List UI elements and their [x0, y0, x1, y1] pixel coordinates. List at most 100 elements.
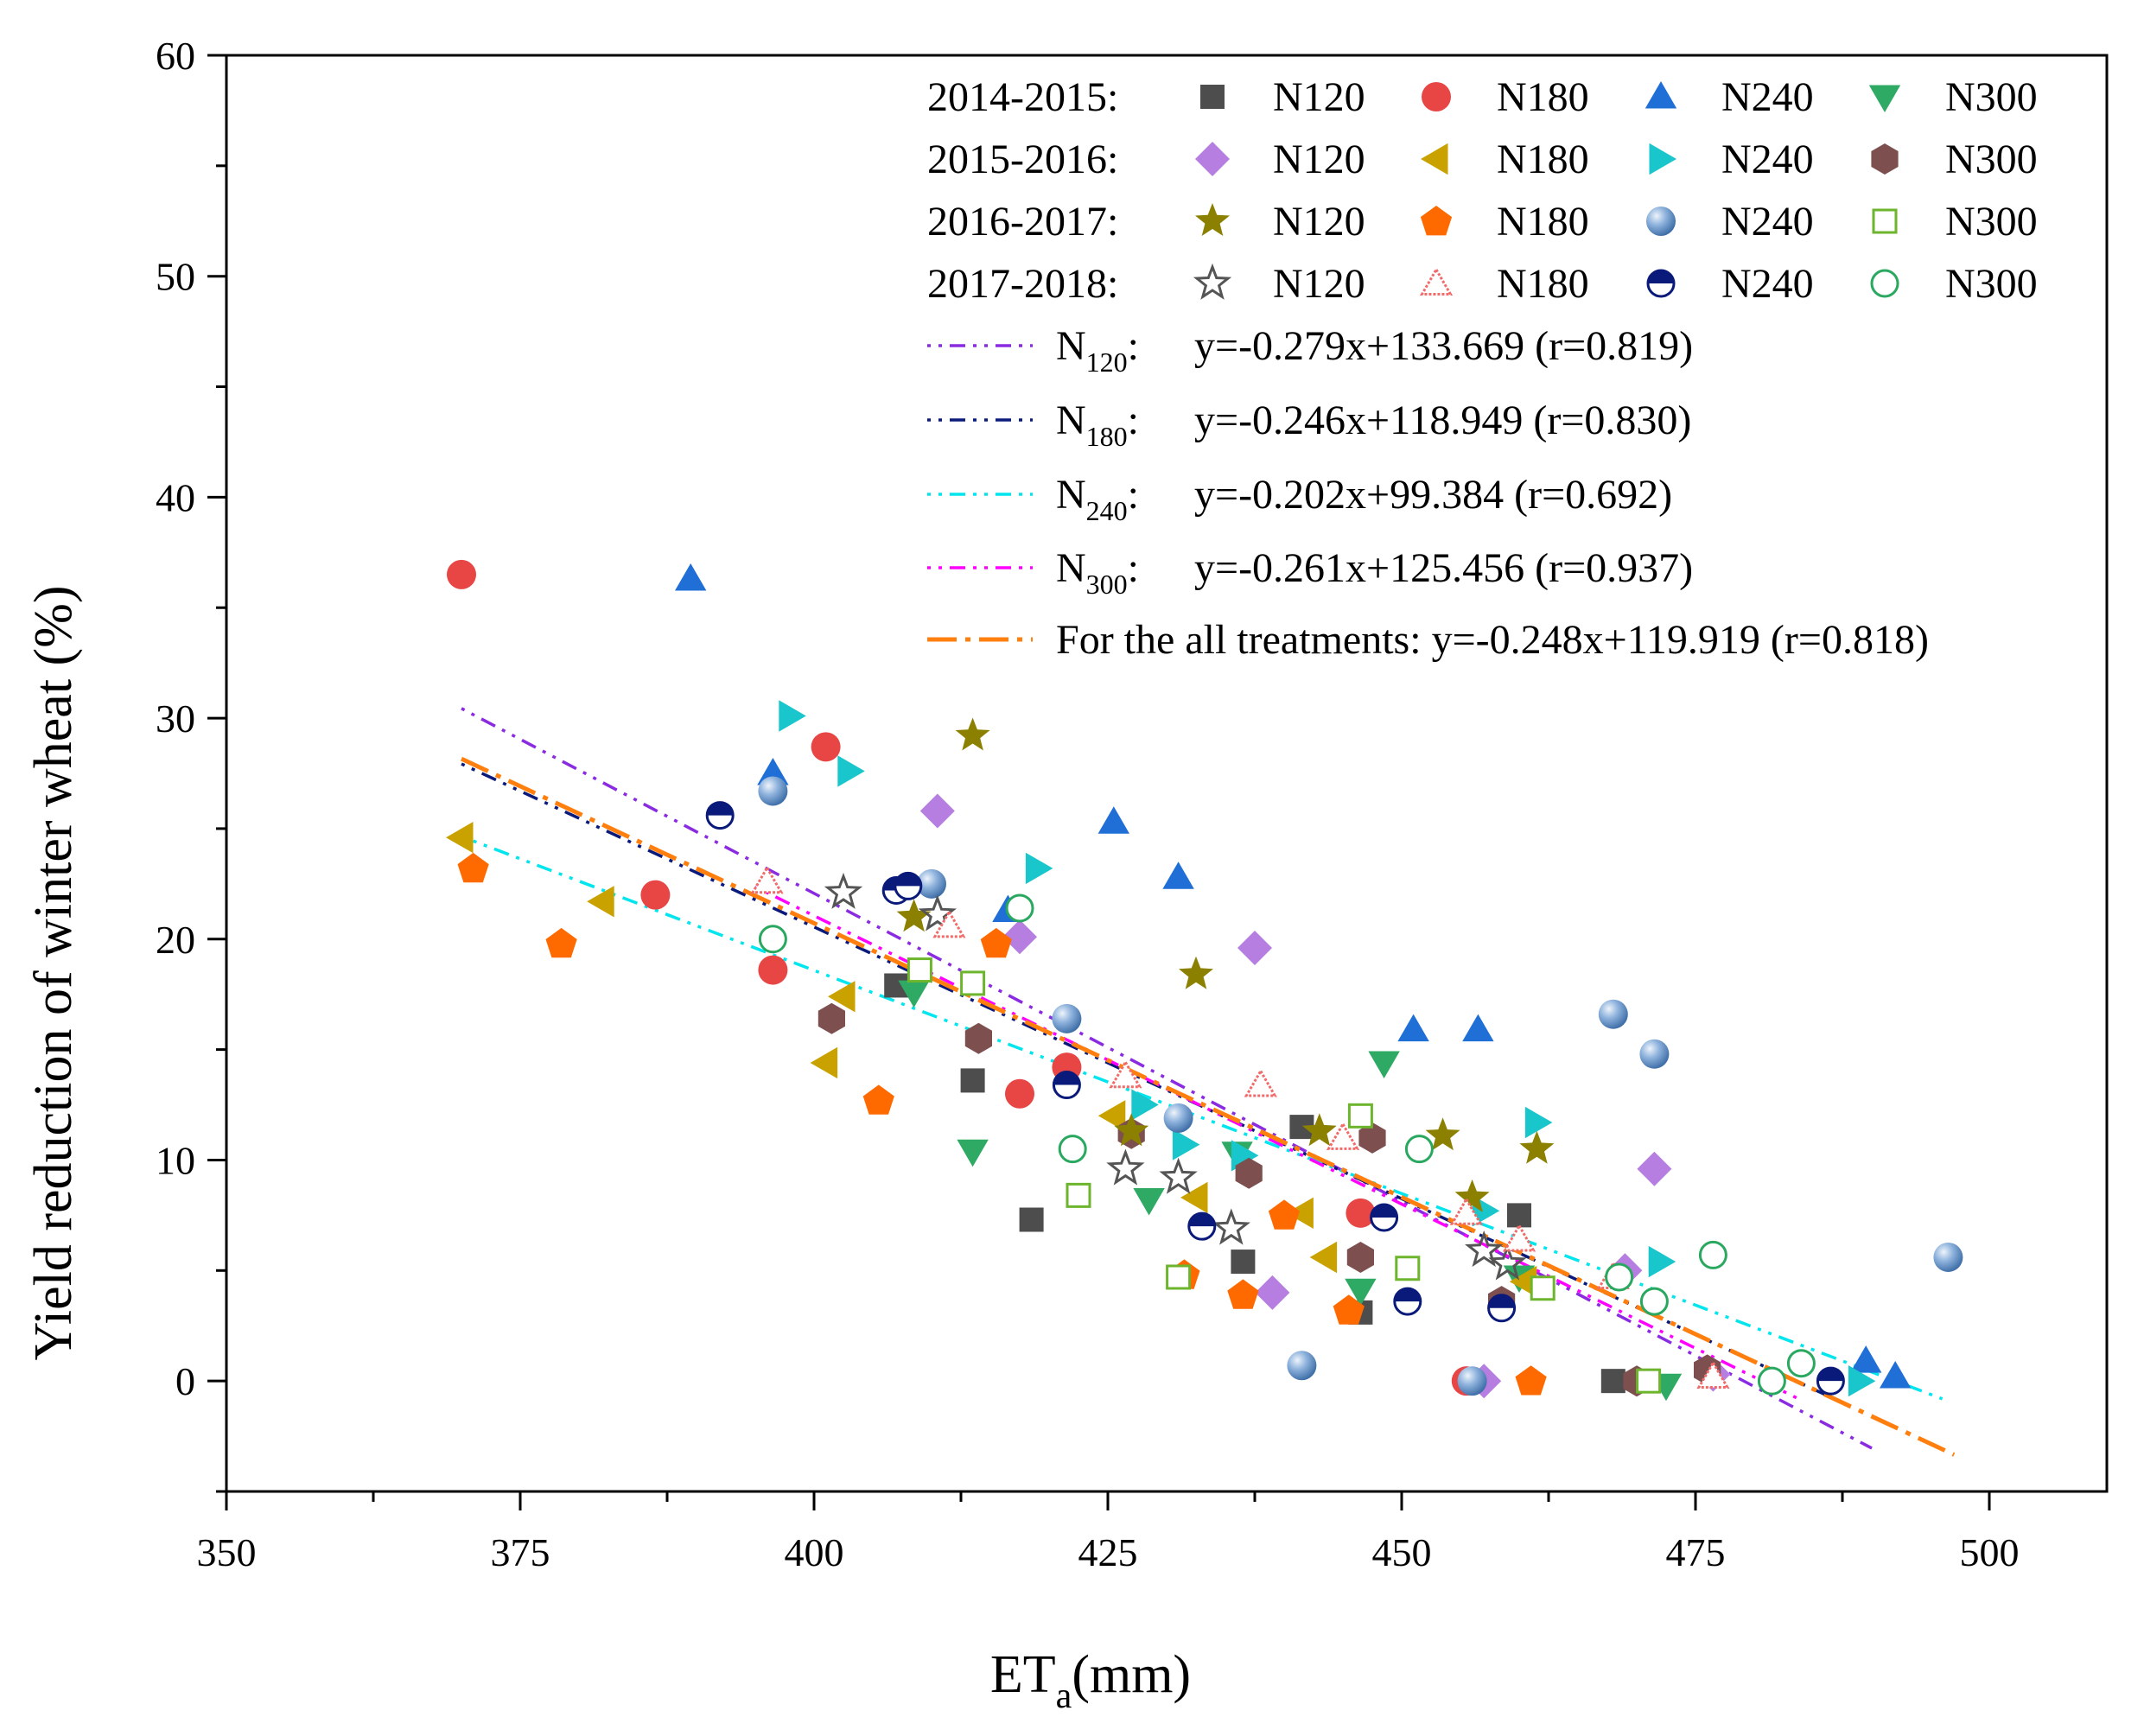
x-tick-label: 450 [1372, 1530, 1432, 1574]
point-s1718_300 [1005, 893, 1034, 923]
legend-marker-s1718_240 [1646, 269, 1676, 298]
point-s1415_180 [811, 732, 841, 762]
x-axis-title-main: ET [990, 1645, 1056, 1704]
point-s1718_240 [894, 871, 923, 900]
data-points [446, 559, 1963, 1402]
point-s1516_120 [1637, 1151, 1672, 1186]
point-s1617_300 [960, 970, 986, 996]
point-s1718_180 [932, 909, 966, 938]
legend-fit-colon: : [1128, 545, 1139, 591]
legend-fit-label-sub: 180 [1086, 421, 1128, 452]
point-s1516_120 [1237, 931, 1272, 965]
point-s1718_120 [1488, 1243, 1527, 1281]
legend-label-s1718_300: N300 [1945, 261, 2038, 307]
point-s1516_240 [1848, 1365, 1876, 1397]
x-tick-label: 375 [491, 1530, 550, 1574]
point-s1718_120 [1106, 1148, 1145, 1186]
point-s1516_180 [1097, 1100, 1126, 1132]
point-s1415_240 [1880, 1361, 1912, 1389]
point-s1617_120 [955, 717, 990, 751]
legend-marker-s1718_180 [1419, 267, 1454, 296]
point-s1516_300 [1235, 1157, 1263, 1189]
point-s1718_120 [918, 894, 957, 932]
point-s1617_180 [545, 927, 577, 958]
point-s1516_180 [1509, 1265, 1537, 1298]
fit-line-fit300 [754, 885, 1803, 1402]
point-s1718_240 [705, 801, 735, 830]
point-s1516_240 [1231, 1140, 1259, 1172]
point-s1617_180 [1227, 1279, 1259, 1309]
point-s1617_180 [457, 852, 489, 883]
point-s1415_300 [957, 1139, 989, 1167]
y-tick-label: 30 [156, 696, 195, 741]
legend-fit-equation-fit300: y=-0.261x+125.456 (r=0.937) [1194, 545, 1693, 591]
legend-fit-label-fit180: N180: [1056, 397, 1139, 452]
point-s1617_300 [1636, 1368, 1662, 1394]
point-s1718_120 [824, 872, 863, 909]
point-s1516_300 [964, 1022, 992, 1054]
legend-label-s1516_240: N240 [1721, 137, 1814, 182]
y-tick-label: 60 [156, 34, 195, 78]
legend-marker-s1617_300 [1872, 208, 1898, 234]
point-s1516_180 [587, 886, 614, 918]
legend-label-s1516_120: N120 [1273, 137, 1365, 182]
x-axis-title-sub: a [1056, 1676, 1072, 1716]
point-s1718_180 [1502, 1223, 1536, 1252]
point-s1617_240 [1598, 999, 1628, 1029]
series-s1516_240 [779, 700, 1876, 1397]
legend-marker-s1516_120 [1195, 142, 1230, 176]
point-s1718_240-fill [1488, 1294, 1515, 1308]
legend-marker-s1516_240 [1649, 143, 1676, 175]
legend-fit-equation-fit240: y=-0.202x+99.384 (r=0.692) [1194, 472, 1672, 518]
point-s1516_180 [828, 981, 856, 1013]
point-s1718_240-fill [1394, 1288, 1421, 1302]
legend-marker-s1617_240 [1646, 207, 1676, 236]
series-s1415_240 [675, 563, 1912, 1389]
legend-label-s1718_180: N180 [1497, 261, 1589, 307]
point-s1718_180 [750, 865, 784, 894]
point-s1617_300 [1347, 1103, 1373, 1129]
point-s1415_300 [1133, 1188, 1165, 1216]
legend-fit-colon: : [1128, 397, 1139, 443]
point-s1415_120 [1019, 1207, 1044, 1232]
point-s1718_300 [1404, 1135, 1434, 1164]
point-s1617_300 [1166, 1264, 1192, 1290]
y-axis-title: Yield reduction of winter wheat (%) [24, 586, 83, 1361]
point-s1617_240 [917, 868, 946, 899]
point-s1516_180 [1309, 1241, 1338, 1274]
series-s1617_120 [896, 717, 1555, 1212]
point-s1718_180-outline [1244, 1068, 1277, 1097]
point-s1617_300 [1066, 1182, 1091, 1208]
x-tick-label: 475 [1666, 1530, 1726, 1574]
point-s1718_240 [1370, 1203, 1399, 1232]
legend-marker-s1516_300 [1871, 143, 1899, 175]
point-s1718_180-outline [1109, 1059, 1142, 1089]
point-s1718_120 [1212, 1208, 1250, 1245]
legend-fit-label-sub: 120 [1086, 347, 1128, 378]
fit-lines [460, 707, 1956, 1457]
point-s1415_240 [1097, 806, 1129, 834]
point-s1718_300 [1058, 1135, 1087, 1164]
fit-line-fit240 [472, 839, 1944, 1401]
legend-row-label: 2016-2017: [927, 199, 1118, 245]
legend-label-s1617_300: N300 [1945, 199, 2038, 245]
legend-row-label: 2014-2015: [927, 74, 1118, 120]
point-s1516_180 [446, 822, 474, 854]
point-s1617_120 [1425, 1117, 1460, 1151]
point-s1415_120 [960, 1068, 985, 1093]
legend-marker-s1718_120 [1193, 263, 1232, 300]
point-s1617_120 [1179, 956, 1213, 989]
point-s1718_240-fill [1188, 1213, 1215, 1227]
point-s1617_240 [1052, 1003, 1082, 1033]
point-s1617_180 [1515, 1365, 1547, 1396]
point-s1718_180 [1449, 1196, 1483, 1225]
point-s1415_240 [1462, 1014, 1494, 1042]
legend-label-s1718_240: N240 [1721, 261, 1814, 307]
y-tick-label: 0 [175, 1359, 195, 1403]
point-s1617_240 [1457, 1366, 1487, 1396]
point-s1617_180 [1333, 1294, 1365, 1325]
point-s1516_240 [1648, 1245, 1676, 1278]
point-s1516_120 [1255, 1275, 1290, 1310]
